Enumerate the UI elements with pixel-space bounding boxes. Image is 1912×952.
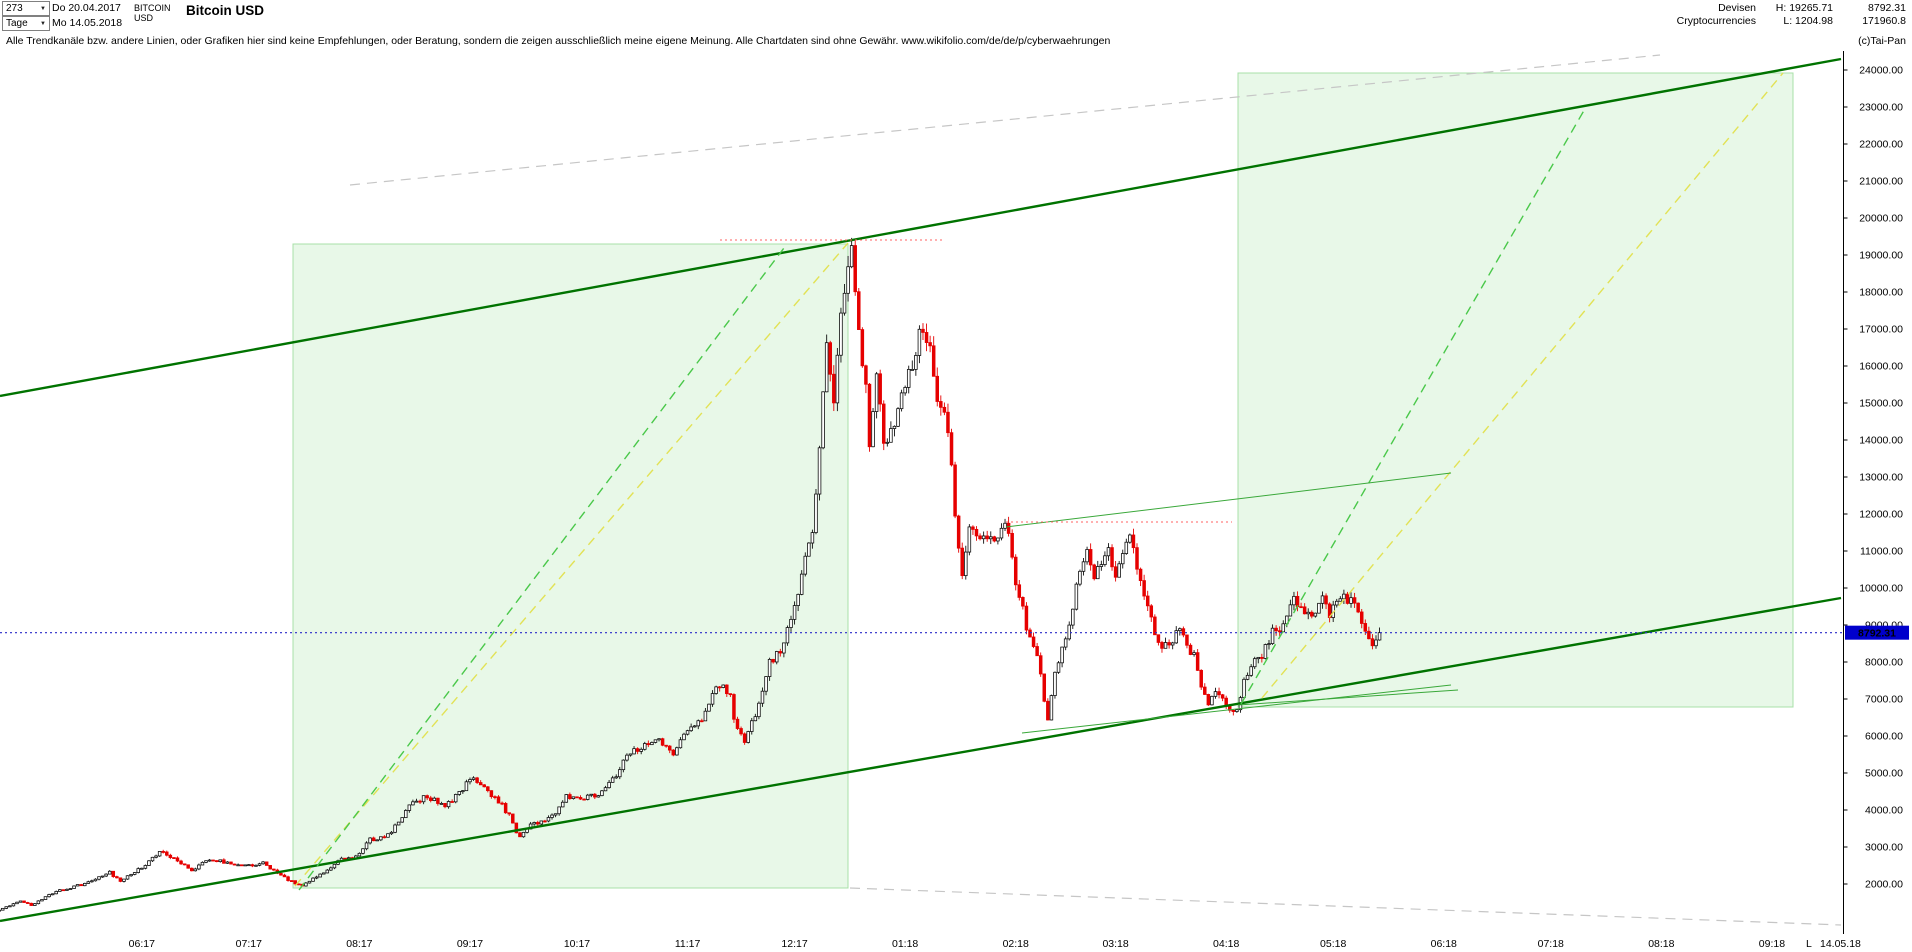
- x-axis-label: 09:17: [457, 938, 483, 950]
- copyright-label: (c)Tai-Pan: [1858, 35, 1906, 47]
- y-axis-label: 22000.00: [1859, 139, 1903, 151]
- projection-box-2: [1237, 72, 1794, 708]
- time-axis: 06:17 07:17 08:17 09:17 10:17 11:17 12:17 01:18…: [129, 938, 1861, 950]
- x-axis-label: 01:18: [892, 938, 918, 950]
- y-axis-label: 20000.00: [1859, 213, 1903, 225]
- x-axis-label: 04:18: [1213, 938, 1239, 950]
- date-to-label: Mo 14.05.2018: [52, 17, 123, 29]
- header-bar: 273 ▼ Do 20.04.2017 Tage ▼ Mo 14.05.2018…: [0, 0, 1912, 34]
- y-axis-label: 16000.00: [1859, 361, 1903, 373]
- y-axis-label: 21000.00: [1859, 176, 1903, 188]
- y-axis-label: 2000.00: [1865, 879, 1903, 891]
- x-axis-label: 12:17: [781, 938, 807, 950]
- minor-support-1: [1021, 684, 1452, 734]
- x-axis-label: 11:17: [675, 938, 701, 950]
- y-axis-label: 3000.00: [1865, 842, 1903, 854]
- last-date-marker: L: [1806, 938, 1812, 950]
- chevron-down-icon: ▼: [40, 20, 46, 27]
- y-axis-label: 5000.00: [1865, 768, 1903, 780]
- instrument-category: Devisen Cryptocurrencies: [1677, 2, 1756, 28]
- minor-resistance: [1005, 472, 1452, 528]
- category-line2: Cryptocurrencies: [1676, 15, 1756, 27]
- x-axis-label: 06:18: [1431, 938, 1457, 950]
- x-axis-label: 08:17: [346, 938, 372, 950]
- old-channel-upper: [349, 54, 1661, 186]
- x-axis-label: 07:18: [1538, 938, 1564, 950]
- y-axis-label: 4000.00: [1865, 805, 1903, 817]
- volume-value: 171960.8: [1862, 15, 1906, 27]
- high-low-stats: H: 19265.71 L: 1204.98: [1776, 2, 1833, 28]
- y-axis-label: 11000.00: [1860, 546, 1903, 558]
- fan-line-yellow-2: [1261, 72, 1784, 699]
- y-axis-label: 12000.00: [1859, 509, 1903, 521]
- chevron-down-icon: ▼: [40, 5, 46, 12]
- x-axis-label: 03:18: [1102, 938, 1128, 950]
- bars-count-value: 273: [6, 3, 23, 14]
- category-line1: Devisen: [1718, 2, 1756, 14]
- disclaimer-bar: Alle Trendkanäle bzw. andere Linien, ode…: [0, 33, 1912, 50]
- last-price-value: 8792.31: [1868, 2, 1906, 14]
- y-axis-label: 8000.00: [1865, 657, 1903, 669]
- trend-lines: [0, 54, 1844, 926]
- main-channel-upper: [0, 57, 1842, 398]
- y-axis-label: 17000.00: [1859, 324, 1903, 336]
- high-value: H: 19265.71: [1775, 2, 1833, 14]
- fan-line-green-2: [1240, 106, 1587, 705]
- last-price-badge: [1845, 625, 1909, 640]
- x-axis-label: 08:18: [1648, 938, 1674, 950]
- y-axis-label: 18000.00: [1859, 287, 1903, 299]
- x-axis-label: 02:18: [1003, 938, 1029, 950]
- price-axis: 24000.00 23000.00 22000.00 21000.00 20000.00…: [1843, 51, 1909, 934]
- disclaimer-text: Alle Trendkanäle bzw. andere Linien, ode…: [6, 35, 1111, 47]
- y-axis-label: 10000.00: [1859, 583, 1903, 595]
- y-axis-label: 24000.00: [1859, 65, 1903, 77]
- timeframe-dropdown[interactable]: Tage ▼: [2, 16, 50, 31]
- date-from-label: Do 20.04.2017: [52, 2, 121, 14]
- last-date-label: 14.05.18: [1820, 938, 1861, 950]
- symbol-line2: USD: [134, 13, 154, 23]
- y-axis-label: 6000.00: [1865, 731, 1903, 743]
- last-price-badge-value: 8792.31: [1858, 627, 1896, 639]
- symbol-code: BITCOIN USD: [134, 3, 171, 23]
- candles-layer: [0, 237, 1382, 912]
- y-axis-label: 19000.00: [1859, 250, 1903, 262]
- price-volume-stats: 8792.31 171960.8: [1862, 2, 1906, 28]
- main-channel-lower: [0, 596, 1842, 923]
- x-axis-label: 06:17: [129, 938, 155, 950]
- low-value: L: 1204.98: [1783, 15, 1833, 27]
- chart-title: Bitcoin USD: [186, 3, 265, 18]
- y-axis-label: 14000.00: [1859, 435, 1903, 447]
- y-axis-label: 13000.00: [1859, 472, 1903, 484]
- y-axis-label: 15000.00: [1859, 398, 1903, 410]
- timeframe-value: Tage: [6, 18, 28, 29]
- old-channel-lower: [849, 887, 1842, 926]
- x-axis-label: 09:18: [1759, 938, 1785, 950]
- fan-line-yellow-1: [294, 242, 849, 887]
- minor-support-2: [1237, 689, 1459, 706]
- projection-regions: [292, 72, 1794, 889]
- bars-count-dropdown[interactable]: 273 ▼: [2, 1, 50, 16]
- y-axis-label: 23000.00: [1859, 102, 1903, 114]
- y-axis-label: 7000.00: [1865, 694, 1903, 706]
- x-axis-label: 07:17: [236, 938, 262, 950]
- symbol-line1: BITCOIN: [134, 3, 171, 13]
- x-axis-label: 05:18: [1320, 938, 1346, 950]
- x-axis-label: 10:17: [564, 938, 590, 950]
